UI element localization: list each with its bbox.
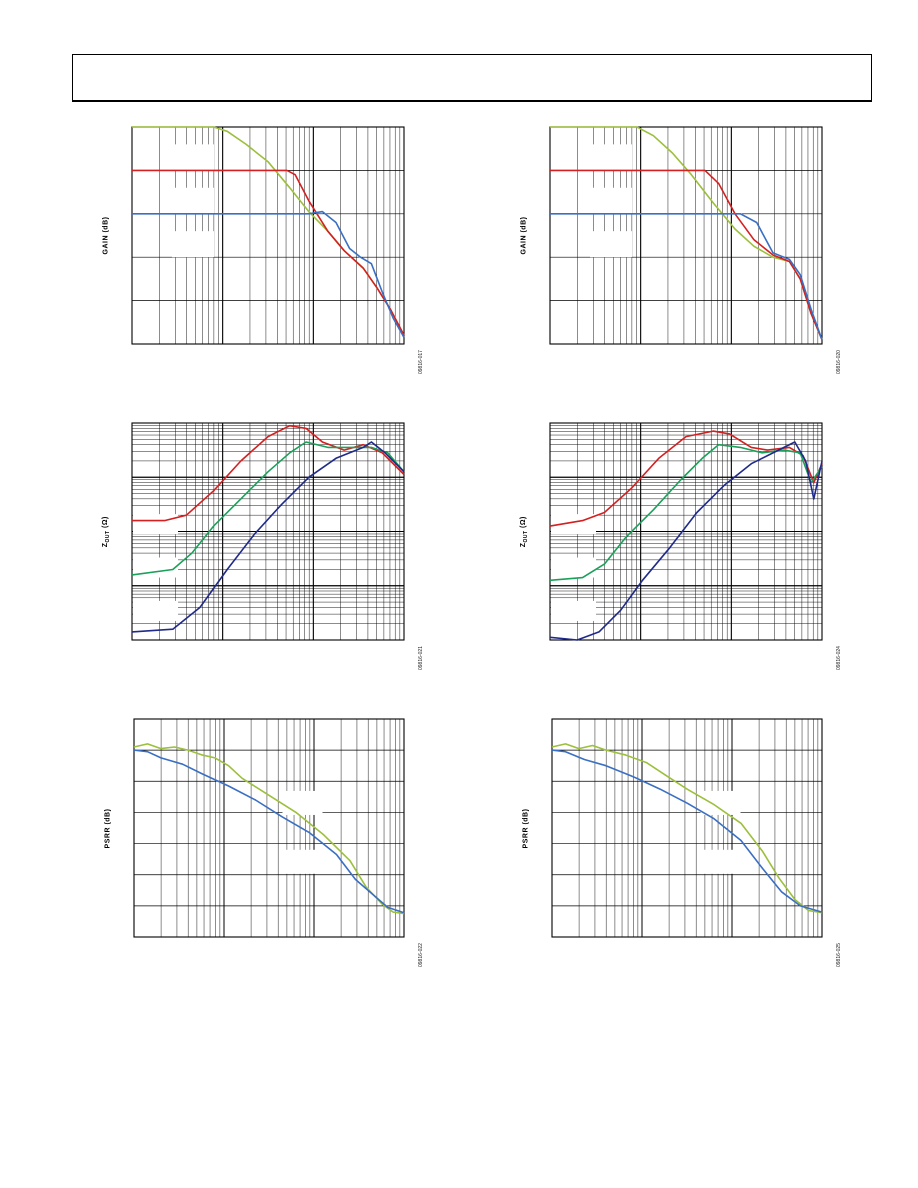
figure-id: 09816-020	[836, 350, 842, 374]
y-axis-label-text: PSRR (dB)	[522, 808, 530, 848]
figure-id: 09816-024	[836, 646, 842, 670]
plot-area	[131, 126, 405, 345]
y-axis-label: PSRR (dB)	[522, 808, 529, 848]
series-line-2	[131, 441, 405, 576]
legend-box	[590, 231, 632, 258]
y-axis-label-unit: (Ω)	[101, 516, 109, 531]
legend-box	[590, 144, 632, 171]
series-line-2	[551, 749, 823, 913]
series-line-3	[550, 213, 823, 340]
legend-box	[282, 790, 323, 815]
y-axis-label-subscript: OUT	[522, 530, 529, 543]
plot-area	[549, 126, 823, 345]
legend-box	[700, 849, 741, 874]
series-line-2	[549, 443, 823, 582]
y-axis-label-subscript: OUT	[104, 530, 111, 543]
figure-id: 09816-017	[418, 350, 424, 374]
plot-frame	[131, 126, 405, 345]
plot-area	[551, 718, 823, 938]
series-line-3	[132, 210, 405, 338]
series-line-2	[133, 749, 405, 914]
y-axis-label-text: GAIN (dB)	[102, 216, 110, 255]
legend-box	[172, 144, 214, 171]
series-line-2	[132, 169, 405, 336]
plot-area	[549, 422, 823, 641]
y-axis-label: GAIN (dB)	[520, 217, 527, 255]
figure-id: 09816-025	[836, 943, 842, 967]
series-line-1	[551, 743, 823, 914]
legend-box	[551, 600, 596, 621]
series-line-1	[132, 424, 405, 522]
chart-gain-left: GAIN (dB) 09816-017	[102, 126, 424, 374]
chart-psrr-left: PSRR (dB) 09816-022	[104, 718, 424, 967]
y-axis-label-unit: (Ω)	[519, 516, 527, 531]
plot-frame	[551, 718, 823, 938]
chart-zout-right: ZOUT (Ω) 09816-024	[519, 422, 842, 670]
legend-box	[172, 231, 214, 258]
plot-frame	[549, 126, 823, 345]
y-axis-label: ZOUT (Ω)	[519, 516, 528, 547]
legend-box	[700, 790, 741, 815]
plot-area	[131, 422, 405, 641]
y-axis-label: PSRR (dB)	[104, 808, 111, 848]
legend-box	[590, 187, 632, 214]
page-header-bar	[72, 54, 872, 102]
y-axis-label-text: GAIN (dB)	[520, 216, 528, 255]
plot-area	[133, 718, 405, 938]
legend-box	[133, 514, 178, 535]
plot-frame	[133, 718, 405, 938]
series-line-2	[550, 169, 823, 341]
legend-box	[172, 187, 214, 214]
y-axis-label-text: PSRR (dB)	[104, 808, 112, 848]
chart-zout-left: ZOUT (Ω) 09816-021	[101, 422, 424, 670]
chart-gain-right: GAIN (dB) 09816-020	[520, 126, 842, 374]
legend-box	[282, 849, 323, 874]
plot-frame	[549, 422, 823, 641]
figure-id: 09816-022	[418, 943, 424, 967]
series-line-3	[131, 441, 405, 633]
y-axis-label: GAIN (dB)	[102, 217, 109, 255]
figure-id: 09816-021	[418, 646, 424, 670]
y-axis-label-text: Z	[519, 542, 527, 548]
legend-box	[551, 557, 596, 578]
series-line-1	[133, 743, 405, 915]
y-axis-label-text: Z	[101, 542, 109, 548]
chart-psrr-right: PSRR (dB) 09816-025	[522, 718, 842, 967]
y-axis-label: ZOUT (Ω)	[101, 516, 110, 547]
legend-box	[133, 600, 178, 621]
series-line-3	[549, 441, 823, 641]
plot-frame	[131, 422, 405, 641]
series-line-1	[549, 430, 823, 527]
